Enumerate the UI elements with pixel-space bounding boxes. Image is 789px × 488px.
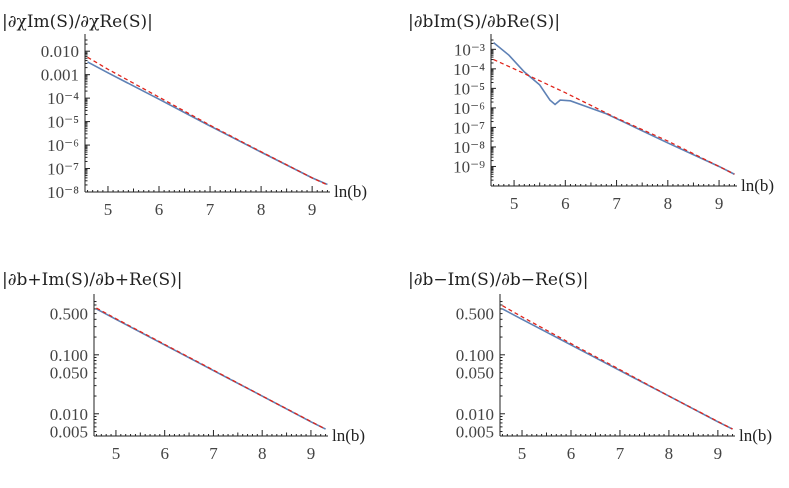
series-solid-blue [493,42,735,175]
x-tick-label: 5 [112,444,121,463]
y-tick-label: 10⁻⁷ [453,118,485,137]
x-tick-label: 8 [257,200,266,219]
x-axis-label: ln(b) [739,426,772,445]
y-tick-label: 10⁻⁶ [453,99,485,118]
x-tick-label: 7 [616,444,625,463]
y-tick-label: 10⁻⁹ [453,157,485,176]
y-tick-label: 0.010 [456,405,494,424]
y-tick-label: 10⁻³ [454,40,485,59]
y-tick-label: 10⁻⁸ [453,138,485,157]
y-tick-label: 0.005 [456,423,494,442]
y-axis-label: |∂bIm(S)/∂bRe(S)| [408,12,560,32]
y-tick-label: 0.500 [50,305,88,324]
x-tick-label: 6 [155,200,164,219]
y-tick-label: 0.100 [456,346,494,365]
y-tick-label: 10⁻⁵ [47,113,79,132]
x-tick-label: 9 [308,200,317,219]
y-tick-label: 0.005 [50,423,88,442]
y-axis-label: |∂b+Im(S)/∂b+Re(S)| [2,270,183,290]
x-axis-label: ln(b) [334,182,367,201]
series-dashed-red [87,56,328,186]
y-tick-label: 10⁻⁵ [453,79,485,98]
series-dashed-red [493,58,735,175]
x-tick-label: 8 [665,444,674,463]
y-tick-label: 10⁻⁶ [47,136,79,155]
x-tick-label: 7 [209,444,218,463]
x-tick-label: 9 [307,444,316,463]
y-tick-label: 0.050 [456,364,494,383]
series-solid-blue [502,308,733,430]
y-axis-label: |∂χIm(S)/∂χRe(S)| [2,12,153,32]
y-tick-label: 0.050 [50,364,88,383]
y-tick-label: 0.001 [41,66,79,85]
x-tick-label: 6 [561,194,570,213]
y-tick-label: 10⁻⁸ [47,183,79,202]
x-tick-label: 8 [258,444,267,463]
series-dashed-red [502,305,733,430]
x-tick-label: 9 [715,194,724,213]
x-tick-label: 7 [206,200,215,219]
x-axis-label: ln(b) [332,426,365,445]
x-axis-label: ln(b) [741,176,774,195]
x-tick-label: 6 [160,444,169,463]
y-tick-label: 0.010 [41,42,79,61]
chart-panel-1: |∂χIm(S)/∂χRe(S)| ln(b) 5 6 7 8 9 0.010 0.001 10⁻… [2,12,367,219]
chart-panel-2: |∂bIm(S)/∂bRe(S)|ln(b)5 6 7 8 910⁻³10⁻⁴10⁻⁵1… [408,12,774,213]
x-tick-label: 5 [518,444,527,463]
chart-panel-4: |∂b−Im(S)/∂b−Re(S)|ln(b)5 6 7 8 90.5000.1000… [408,270,772,463]
y-tick-label: 10⁻⁴ [453,60,485,79]
y-tick-label: 10⁻⁴ [47,89,79,108]
y-tick-label: 0.500 [456,305,494,324]
y-tick-label: 10⁻⁷ [47,160,79,179]
x-tick-label: 5 [510,194,519,213]
y-axis-label: |∂b−Im(S)/∂b−Re(S)| [408,270,589,290]
x-tick-label: 8 [664,194,673,213]
x-tick-label: 5 [104,200,113,219]
x-tick-label: 6 [567,444,576,463]
y-tick-label: 0.010 [50,405,88,424]
x-tick-label: 7 [612,194,621,213]
chart-panel-3: |∂b+Im(S)/∂b+Re(S)|ln(b)5 6 7 8 90.5000.1000… [2,270,365,463]
series-dashed-red [96,307,326,430]
x-tick-label: 9 [714,444,723,463]
y-tick-label: 0.100 [50,346,88,365]
